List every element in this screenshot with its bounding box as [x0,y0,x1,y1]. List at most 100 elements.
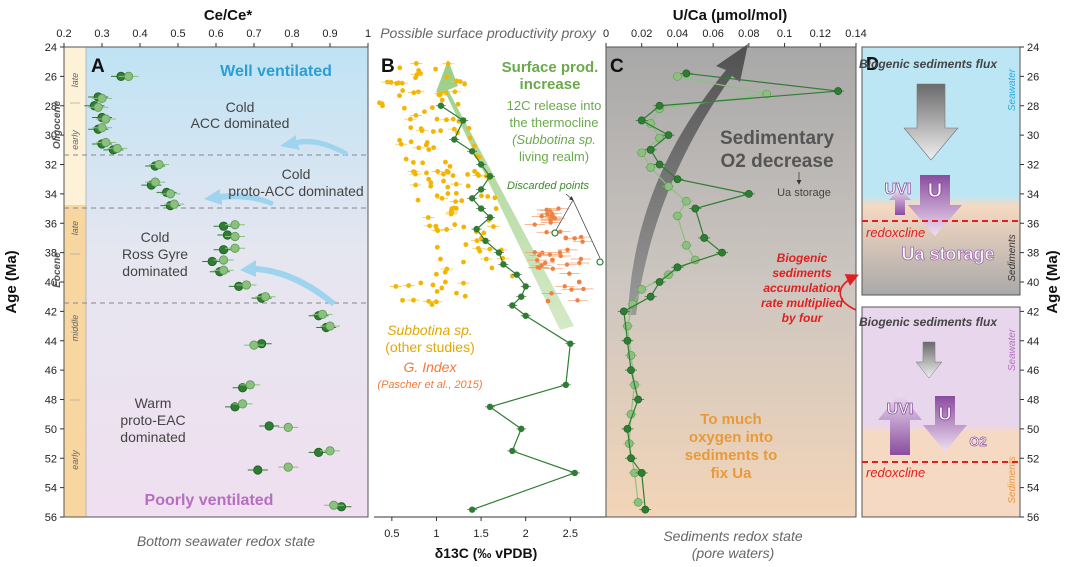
y-tick-label: 54 [1027,483,1039,495]
panel-a-x-axis: 0.2 0.3 0.4 0.5 0.6 0.7 0.8 0.9 1 [56,28,371,47]
discarded-dot [556,206,561,211]
subbotina-point [433,299,439,305]
u-ca-point [691,204,700,213]
pore-waters-label: (pore waters) [692,545,774,561]
u-ca-point [626,351,636,360]
subbotina-point [425,215,431,220]
data-point [230,243,240,253]
discarded-dot [550,266,556,271]
subbotina-point [435,169,441,174]
subbotina-point [397,65,403,71]
subbotina-point [408,125,414,131]
panel-c-x-axis: 0 0.02 0.04 0.06 0.08 0.1 0.12 0.14 [603,28,867,47]
g-index-point [437,102,445,109]
zone-label: Cold [282,166,311,182]
subbotina-point [448,211,454,217]
panel-b: 0.5 1 1.5 2 2.5 Possible surface productivit… [374,25,606,561]
x-tick-label: 1 [433,528,439,540]
subbotina-point [463,242,469,247]
flux-arrow-small [915,341,943,379]
g-index-point [486,214,494,221]
subbotina-point [415,89,421,95]
zone-label: proto-EAC [120,412,185,428]
subbotina-point [447,163,453,169]
subbotina-point [416,145,422,151]
u-ca-point [641,505,650,514]
g-index-point [468,195,476,202]
subbotina-point [419,128,425,134]
discarded-dot [558,253,563,259]
subbotina-point [443,159,448,165]
migration-arrow [280,135,348,156]
subbotina-point [397,93,402,99]
panel-d-letter: D [866,54,879,74]
discarded-dot [535,265,540,270]
subbotina-point [462,81,468,87]
g-index-point [477,161,485,168]
x-tick-label: 0.7 [246,28,261,40]
u-ca-point [744,189,753,198]
subbotina-point [471,143,477,149]
c12-label-2: the thermocline [510,115,599,130]
flux-label-bottom: Biogenic sediments flux [859,315,998,329]
accumulation-label: accumulation [763,281,840,295]
age-axis-label-left: Age (Ma) [3,250,20,313]
subbotina-point [487,246,493,252]
data-point [101,137,111,148]
g-index-point [562,381,570,389]
oxygen-label: sediments to [685,447,778,464]
g-index-point [482,237,489,245]
discarded-dot [578,256,584,262]
discarded-dot [564,262,570,267]
x-tick-label: 0.6 [208,28,223,40]
y-tick-label: 46 [45,365,57,377]
discarded-dot [549,291,554,296]
x-tick-label: 0.3 [94,28,109,40]
x-tick-label: 0.02 [631,28,652,40]
u-down-arrow-small [923,396,967,452]
data-point [154,159,164,170]
surface-prod-label-1: Surface prod. [502,59,599,76]
subbotina-point [415,197,421,203]
panel-b-x-axis: 0.5 1 1.5 2 2.5 [384,517,578,540]
discarded-dot [544,230,549,235]
subbotina-point [435,228,441,234]
o2-label: O2 [969,434,986,449]
subbotina-point [420,160,426,166]
u-ca-point [673,211,682,221]
uvi-up-arrow-big [878,392,922,455]
subbotina-point [398,141,404,147]
u-ca-point [834,87,843,95]
subbotina-point [431,145,437,151]
discarded-dot [562,284,567,289]
epoch-column-eocene [64,205,86,517]
subepoch-label: late [70,73,80,88]
subbotina-point [492,195,498,201]
discarded-anchor [576,279,582,285]
data-point [219,265,229,275]
y-tick-label: 24 [45,42,57,54]
g-index-point [495,249,503,256]
g-index-point [518,293,525,300]
u-ca-point [700,234,709,242]
y-tick-label: 40 [45,277,57,289]
age-axis-label-right: Age (Ma) [1044,250,1061,313]
subepoch-label: early [70,130,80,150]
x-tick-label: 0.1 [777,28,792,40]
subbotina-point [452,89,458,95]
data-point [260,292,270,302]
panel-b-top-title: Possible surface productivity proxy [380,25,597,41]
u-label: U [939,404,952,424]
o2-decrease-label: O2 decrease [720,151,833,172]
subbotina-point [424,170,429,176]
flux-arrow [903,83,959,161]
discarded-dot [539,263,544,268]
uvi-up-arrow [889,188,911,215]
data-point [222,230,232,240]
subbotina-point [434,271,439,277]
subbotina-point [434,289,440,294]
data-point [238,399,248,409]
subbotina-point [428,183,434,189]
oxygen-label: To much [700,411,761,428]
